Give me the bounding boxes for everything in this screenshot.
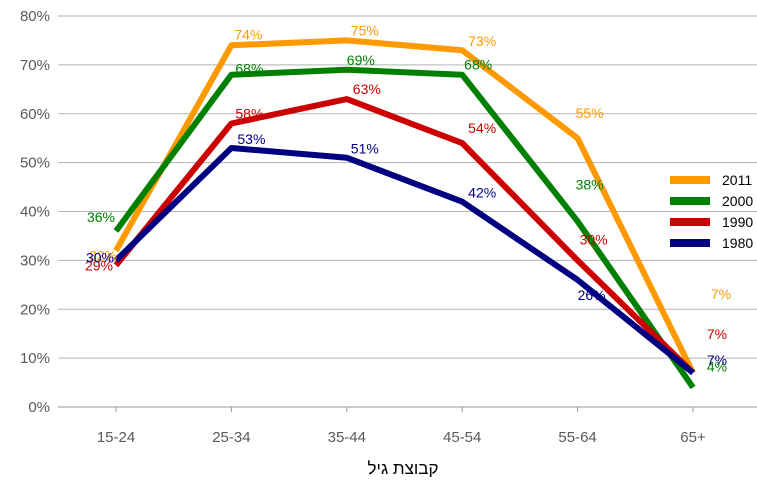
x-tick-label: 55-64 — [558, 429, 596, 446]
data-label-1980: 26% — [578, 287, 606, 303]
x-tick-label: 25-34 — [212, 429, 250, 446]
data-label-1980: 42% — [468, 185, 496, 201]
data-label-2011: 55% — [576, 105, 604, 121]
series-line-2011 — [113, 37, 696, 375]
y-tick-label: 40% — [20, 204, 50, 221]
data-label-2000: 68% — [464, 57, 492, 73]
data-label-2000: 4% — [707, 358, 727, 374]
data-label-2000: 36% — [87, 209, 115, 225]
series-line-1980 — [113, 145, 695, 376]
x-tick-label: 35-44 — [328, 429, 366, 446]
y-tick-label: 0% — [28, 399, 50, 416]
legend-label-2000: 2000 — [722, 193, 753, 209]
legend-label-2011: 2011 — [722, 172, 752, 188]
legend-swatch-2000 — [670, 197, 710, 205]
y-tick-label: 30% — [20, 252, 50, 269]
x-axis-title: קבוצת גיל — [368, 459, 439, 478]
series-line-1990 — [113, 96, 696, 375]
legend-swatch-1980 — [670, 239, 710, 247]
y-axis-ticks: 0% 10% 20% 30% 40% 50% 60% 70% 80% — [20, 8, 50, 416]
data-label-1980: 51% — [351, 141, 379, 157]
data-label-2011: 73% — [468, 33, 496, 49]
y-tick-label: 50% — [20, 155, 50, 172]
data-label-1990: 54% — [468, 120, 496, 136]
x-axis-ticks: 15-24 25-34 35-44 45-54 55-64 65+ — [97, 407, 706, 446]
data-labels: 32% 74% 75% 73% 55% 7% 36% 68% 69% 68% 38% 4% 29% 58%… — [85, 22, 731, 374]
data-label-1990: 30% — [580, 231, 608, 247]
data-label-2011: 74% — [234, 26, 262, 42]
data-label-2000: 68% — [235, 61, 263, 77]
legend-swatch-2011 — [670, 176, 710, 184]
data-label-1980: 7% — [707, 352, 727, 368]
data-label-1980: 30% — [86, 249, 114, 265]
data-label-1990: 63% — [353, 81, 381, 97]
data-label-2000: 38% — [576, 176, 604, 192]
gridlines — [58, 15, 757, 408]
legend-label-1990: 1990 — [722, 214, 753, 230]
x-tick-label: 65+ — [680, 429, 706, 446]
data-label-1980: 53% — [237, 131, 265, 147]
y-tick-label: 20% — [20, 301, 50, 318]
series-lines — [113, 37, 696, 390]
data-label-1990: 58% — [235, 106, 263, 122]
y-tick-label: 70% — [20, 57, 50, 74]
series-line-2000 — [113, 66, 696, 390]
legend-swatch-1990 — [670, 218, 710, 226]
legend-label-1980: 1980 — [722, 235, 753, 251]
y-tick-label: 80% — [20, 8, 50, 25]
y-tick-label: 10% — [20, 350, 50, 367]
data-label-1990: 7% — [707, 326, 727, 342]
data-label-2000: 69% — [347, 52, 375, 68]
data-label-2011: 7% — [711, 286, 731, 302]
data-label-2011: 32% — [89, 248, 117, 264]
data-label-1990: 29% — [85, 257, 113, 273]
y-tick-label: 60% — [20, 106, 50, 123]
x-tick-label: 15-24 — [97, 429, 135, 446]
legend: 2011 2000 1990 1980 — [670, 172, 753, 251]
x-tick-label: 45-54 — [443, 429, 481, 446]
data-label-2011: 75% — [351, 22, 379, 38]
